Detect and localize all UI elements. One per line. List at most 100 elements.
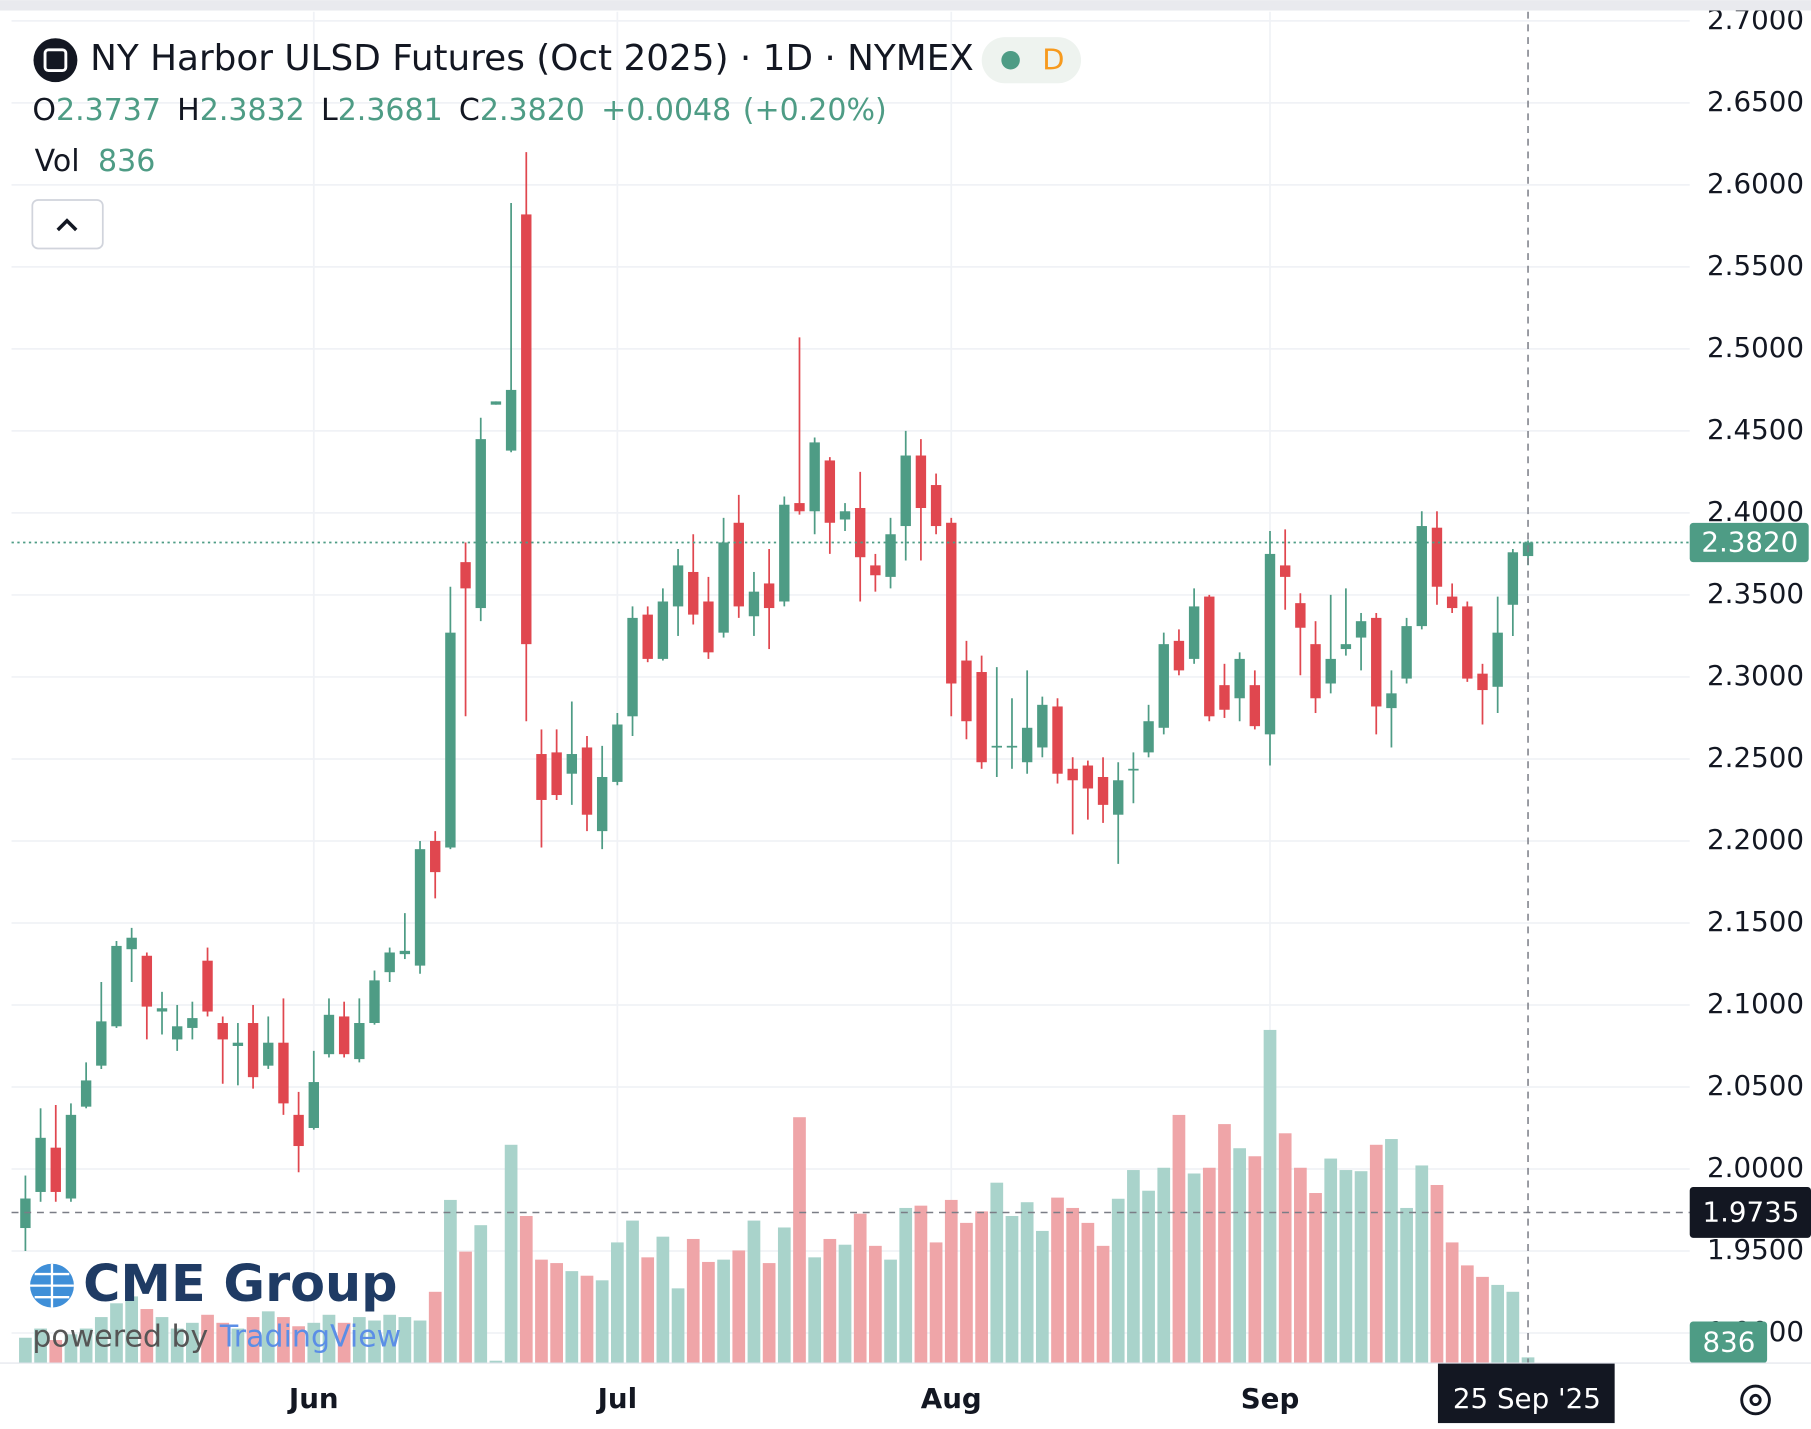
volume-bar <box>34 1328 47 1364</box>
chart-title: NY Harbor ULSD Futures (Oct 2025) · 1D ·… <box>90 38 974 79</box>
volume-bar <box>1415 1165 1429 1364</box>
candle-body <box>1234 658 1245 699</box>
candle-body <box>20 1198 31 1229</box>
volume-bar <box>1157 1167 1171 1364</box>
volume-bar <box>1309 1193 1322 1364</box>
candle-body <box>338 1016 350 1055</box>
candle-body <box>1006 745 1018 748</box>
volume-bar <box>944 1199 958 1364</box>
market-open-dot <box>1001 50 1020 70</box>
volume-bar <box>140 1309 154 1364</box>
y-tick-label: 2.3500 <box>1707 577 1804 610</box>
volume-bar <box>1035 1230 1049 1364</box>
candle-body <box>505 389 517 451</box>
candle-body <box>748 591 760 617</box>
cme-globe-lines <box>30 1263 74 1308</box>
volume-bar <box>19 1337 32 1364</box>
volume-bar <box>732 1250 746 1364</box>
volume-bar <box>929 1242 943 1364</box>
candle-body <box>278 1042 289 1104</box>
volume-bar <box>975 1211 988 1364</box>
candle-body <box>126 937 137 950</box>
status-badge[interactable] <box>981 37 1082 84</box>
symbol-icon <box>33 38 78 83</box>
y-tick-label: 2.4000 <box>1707 495 1804 528</box>
volume-bar <box>322 1314 336 1364</box>
y-tick-label: 2.0000 <box>1707 1151 1804 1184</box>
candle-body <box>1128 768 1139 771</box>
volume-bar <box>580 1275 594 1364</box>
volume-bar <box>292 1326 305 1364</box>
last-price-tag <box>1689 522 1809 563</box>
volume-bar <box>610 1242 624 1364</box>
candle-body <box>247 1023 259 1078</box>
volume-bar <box>1081 1222 1095 1364</box>
volume-bar <box>853 1213 867 1364</box>
volume-bar <box>1127 1170 1140 1364</box>
volume-bar <box>1020 1202 1034 1364</box>
candle-body <box>688 571 699 615</box>
volume-bar <box>1233 1148 1247 1364</box>
candle-body <box>657 601 669 659</box>
volume-bar <box>368 1320 381 1364</box>
candle-body <box>1295 603 1306 628</box>
candle-body <box>50 1147 61 1192</box>
volume-bar <box>489 1360 503 1364</box>
candle-body <box>733 522 744 607</box>
volume-bar <box>1111 1198 1125 1364</box>
crosshair-date-label: 25 Sep '25 <box>1453 1382 1601 1415</box>
volume-bar <box>307 1322 321 1364</box>
y-tick-label: 2.6000 <box>1707 167 1804 200</box>
volume-bar <box>1096 1245 1110 1364</box>
candle-body <box>430 840 441 873</box>
x-tick-label: Sep <box>1241 1382 1300 1415</box>
volume-bar <box>838 1244 852 1364</box>
volume-bar <box>1202 1167 1216 1364</box>
volume-bar <box>155 1317 169 1364</box>
candle-body <box>809 442 820 512</box>
volume-bar <box>671 1288 685 1364</box>
candle-body <box>1386 693 1397 709</box>
x-tick-label: Jul <box>596 1382 638 1415</box>
candle-body <box>794 503 805 512</box>
volume-bar <box>1460 1265 1474 1364</box>
volume-bar <box>869 1245 882 1364</box>
candle-body <box>961 660 972 722</box>
candle-body <box>1446 596 1458 609</box>
candle-body <box>551 752 562 796</box>
candle-body <box>35 1137 46 1192</box>
candle-body <box>763 583 775 609</box>
candle-body <box>1492 632 1503 687</box>
volume-bar <box>1051 1197 1064 1364</box>
y-tick-label: 2.5500 <box>1707 249 1804 282</box>
volume-bar <box>1218 1124 1231 1364</box>
volume-bar <box>49 1340 63 1364</box>
volume-bar <box>231 1328 245 1364</box>
candle-body <box>1340 644 1352 650</box>
candle-body <box>1249 685 1261 727</box>
candle-body <box>1401 626 1412 679</box>
crosshair-date-tag <box>1437 1363 1615 1424</box>
candle-body <box>1416 526 1427 627</box>
volume-bar <box>277 1317 290 1364</box>
volume-bar <box>201 1314 214 1364</box>
candle-body <box>885 534 896 577</box>
settings-icon[interactable] <box>1740 1384 1771 1416</box>
volume-bar <box>899 1207 913 1364</box>
volume-bar <box>747 1220 761 1364</box>
volume-bar <box>702 1261 715 1364</box>
volume-bar <box>428 1291 442 1364</box>
candle-body <box>1113 780 1124 815</box>
volume-value: 836 <box>98 143 155 178</box>
candle-body <box>596 776 608 832</box>
collapse-button[interactable] <box>31 199 104 250</box>
candle-body <box>1097 776 1109 805</box>
candle-body <box>1462 606 1473 679</box>
candle-body <box>111 945 122 1027</box>
candle-body <box>187 1018 198 1028</box>
volume-bar <box>64 1334 78 1364</box>
candle-body <box>839 511 851 520</box>
candle-body <box>308 1082 319 1128</box>
volume-bar <box>762 1263 776 1364</box>
